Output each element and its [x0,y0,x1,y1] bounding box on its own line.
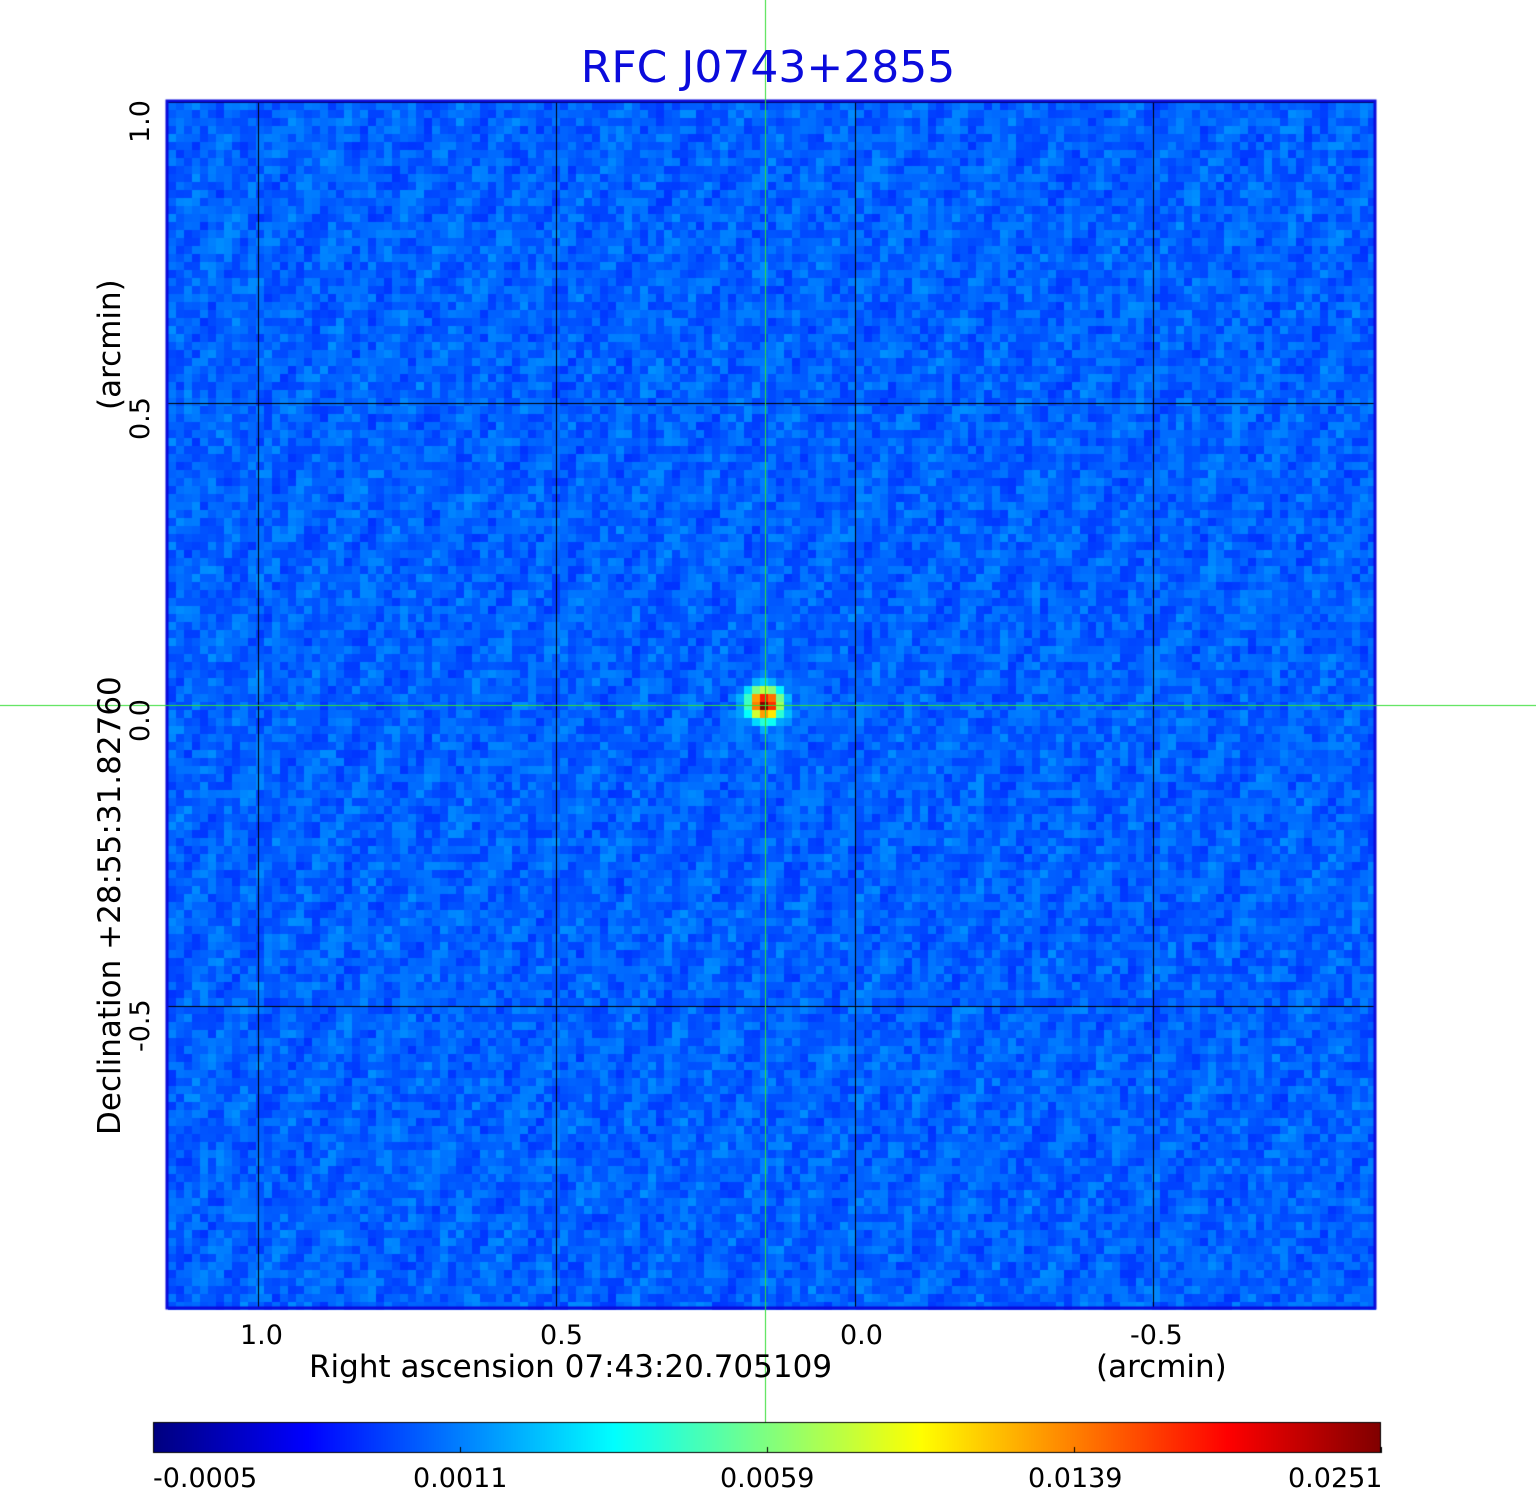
colorbar-tick-0: -0.0005 [153,1463,258,1494]
y-tick-0.5: 0.5 [125,397,156,440]
y-tick-minus-0.5: -0.5 [125,999,156,1052]
colorbar-tick-3: 0.0139 [1028,1463,1123,1494]
y-tick-0.0: 0.0 [125,699,156,742]
y-axis-unit: (arcmin) [92,279,128,410]
chart-title: RFC J0743+2855 [580,42,956,93]
x-tick-0.5: 0.5 [540,1320,583,1351]
colorbar-tick-4: 0.0251 [1288,1463,1383,1494]
colorbar-tick-2: 0.0059 [720,1463,815,1494]
x-axis-unit: (arcmin) [1096,1349,1227,1385]
x-tick-1.0: 1.0 [240,1320,283,1351]
x-tick-0.0: 0.0 [840,1320,883,1351]
y-axis-label: Declination +28:55:31.82760 [92,676,128,1135]
y-tick-1.0: 1.0 [125,100,156,143]
x-axis-label: Right ascension 07:43:20.705109 [309,1349,833,1385]
colorbar-tick-1: 0.0011 [413,1463,508,1494]
x-tick-minus-0.5: -0.5 [1130,1320,1183,1351]
